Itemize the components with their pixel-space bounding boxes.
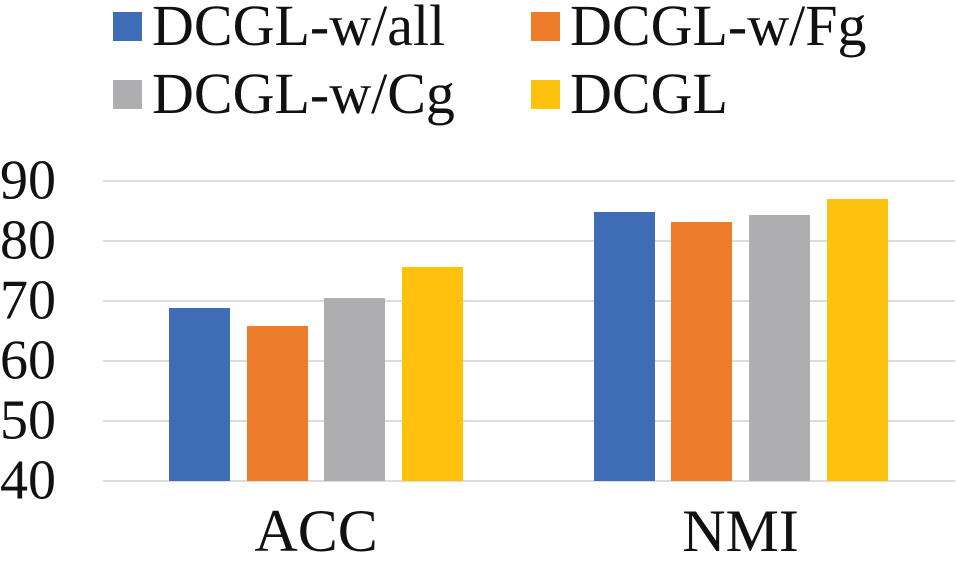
gridline-70 [103, 300, 955, 302]
x-axis-category-label: NMI [682, 498, 799, 564]
legend-swatch-orange [531, 11, 560, 41]
bar-dcgl-w-fg-nmi [671, 221, 732, 481]
gridline-60 [103, 360, 955, 362]
bar-dcgl-w-fg-acc [247, 326, 308, 481]
y-axis-tick-label: 40 [0, 449, 56, 512]
bar-dcgl-w-cg-acc [324, 298, 385, 481]
bar-dcgl-acc [402, 267, 463, 481]
bar-dcgl-nmi [827, 199, 888, 481]
legend-item-dcgl-w-all: DCGL-w/all [113, 0, 446, 58]
bar-dcgl-w-all-acc [169, 308, 230, 481]
y-axis-tick-label: 60 [0, 329, 56, 392]
gridline-40 [103, 480, 955, 482]
legend-item-dcgl-w-cg: DCGL-w/Cg [113, 61, 455, 126]
y-axis-tick-label: 90 [0, 149, 56, 212]
y-axis-tick-label: 50 [0, 389, 56, 452]
bar-dcgl-w-all-nmi [594, 211, 655, 481]
legend-label: DCGL [570, 61, 728, 126]
legend-swatch-blue [113, 11, 142, 41]
y-axis-tick-label: 70 [0, 269, 56, 332]
bar-dcgl-w-cg-nmi [749, 214, 810, 481]
gridline-80 [103, 240, 955, 242]
legend-swatch-gray [113, 79, 142, 109]
legend-label: DCGL-w/all [152, 0, 446, 58]
gridline-50 [103, 420, 955, 422]
legend-label: DCGL-w/Cg [152, 61, 455, 126]
gridline-90 [103, 180, 955, 182]
legend-item-dcgl-w-fg: DCGL-w/Fg [531, 0, 867, 58]
legend-item-dcgl: DCGL [531, 61, 728, 126]
x-axis-category-label: ACC [254, 498, 378, 564]
legend-swatch-yellow [531, 79, 560, 109]
legend-label: DCGL-w/Fg [570, 0, 867, 58]
y-axis-tick-label: 80 [0, 209, 56, 272]
